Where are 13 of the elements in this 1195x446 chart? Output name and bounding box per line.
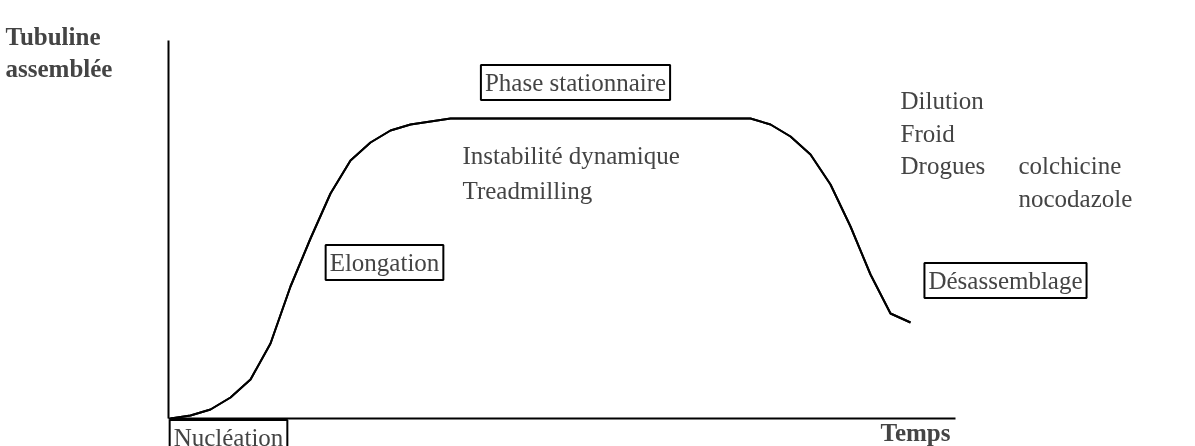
annotation: Drogues <box>900 152 986 179</box>
text: Dilution <box>900 87 985 114</box>
text: colchicine <box>1018 152 1122 179</box>
y-axis-title: Tubuline assemblée <box>5 22 113 82</box>
x-axis-title: Temps <box>880 419 951 446</box>
annotation: Froid <box>900 120 956 147</box>
annotation: Instabilité dynamique <box>462 142 680 169</box>
text: Phase stationnaire <box>484 69 667 96</box>
text: Désassemblage <box>928 267 1083 294</box>
text: Nucléation <box>173 424 284 446</box>
annotation: Elongation <box>329 249 440 276</box>
text: nocodazole <box>1018 185 1133 212</box>
annotation: Treadmilling <box>462 177 593 204</box>
